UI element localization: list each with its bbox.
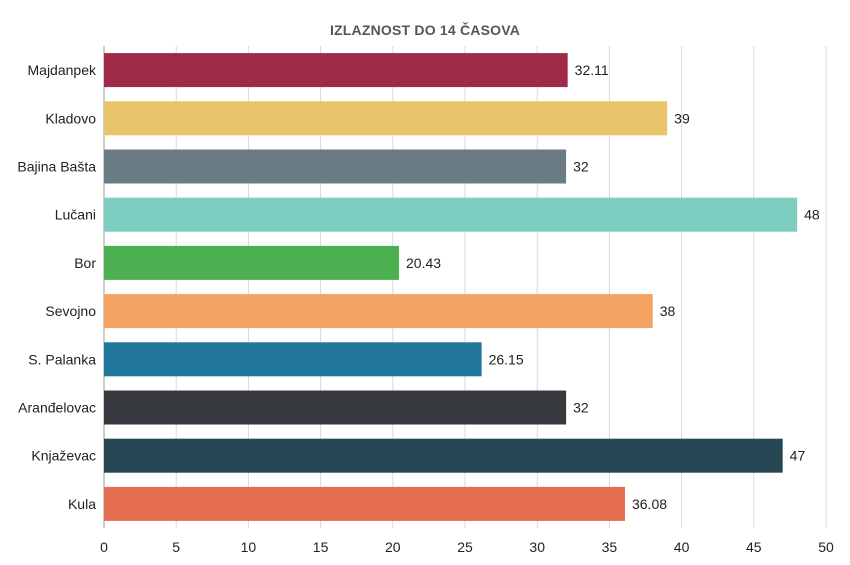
bar-bor — [104, 245, 400, 280]
category-label-aran-elovac: Aranđelovac — [18, 400, 96, 416]
category-label-lu-ani: Lučani — [55, 207, 96, 223]
value-label-knja-evac: 47 — [790, 448, 806, 464]
category-label-bajina-ba-ta: Bajina Bašta — [17, 159, 96, 175]
value-label-bajina-ba-ta: 32 — [573, 159, 589, 175]
value-label-kula: 36.08 — [632, 496, 667, 512]
bar-kula — [104, 486, 625, 521]
category-label-bor: Bor — [74, 255, 96, 271]
value-label-sevojno: 38 — [660, 303, 676, 319]
value-label-kladovo: 39 — [674, 110, 690, 126]
x-tick-label-35: 35 — [602, 539, 618, 555]
value-label-s-palanka: 26.15 — [489, 351, 524, 367]
x-tick-label-25: 25 — [457, 539, 473, 555]
x-tick-label-30: 30 — [529, 539, 545, 555]
bar-knja-evac — [104, 438, 783, 473]
bar-majdanpek — [104, 53, 568, 88]
bar-bajina-ba-ta — [104, 149, 567, 184]
chart-title: IZLAZNOST DO 14 ČASOVA — [329, 22, 521, 38]
x-tick-label-5: 5 — [172, 539, 180, 555]
bar-lu-ani — [104, 197, 798, 232]
bar-kladovo — [104, 101, 668, 136]
bar-sevojno — [104, 294, 653, 329]
x-tick-label-50: 50 — [818, 539, 834, 555]
bar-aran-elovac — [104, 390, 567, 425]
value-label-lu-ani: 48 — [804, 207, 820, 223]
category-label-majdanpek: Majdanpek — [28, 62, 97, 78]
x-tick-label-45: 45 — [746, 539, 762, 555]
value-label-bor: 20.43 — [406, 255, 441, 271]
category-label-sevojno: Sevojno — [45, 303, 96, 319]
category-label-s-palanka: S. Palanka — [28, 351, 96, 367]
value-label-aran-elovac: 32 — [573, 400, 589, 416]
value-label-majdanpek: 32.11 — [575, 62, 609, 78]
category-label-kladovo: Kladovo — [45, 110, 96, 126]
x-tick-label-10: 10 — [241, 539, 257, 555]
x-tick-label-15: 15 — [313, 539, 329, 555]
category-label-knja-evac: Knjaževac — [31, 448, 96, 464]
x-tick-label-40: 40 — [674, 539, 690, 555]
x-tick-label-0: 0 — [100, 539, 108, 555]
x-tick-label-20: 20 — [385, 539, 401, 555]
bar-s-palanka — [104, 342, 482, 377]
category-label-kula: Kula — [68, 496, 96, 512]
